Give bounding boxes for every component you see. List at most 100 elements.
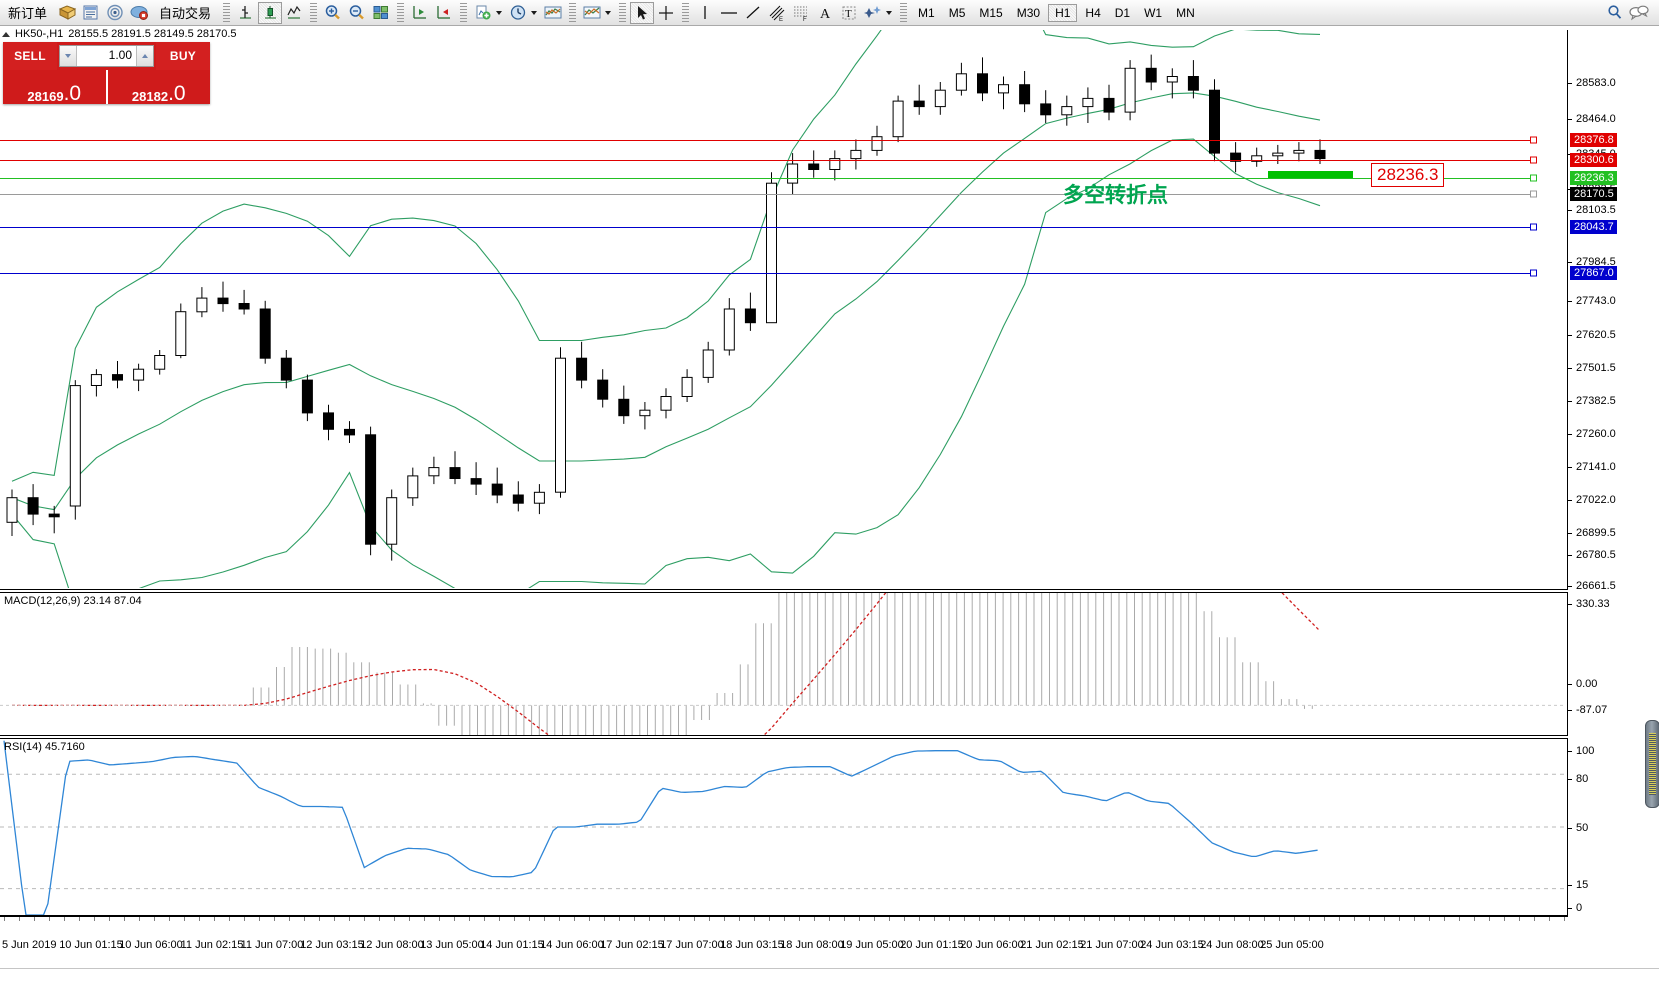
timeframe-group: M1 M5 M15 M30 H1 H4 D1 W1 MN (911, 3, 1202, 22)
price-level-badge[interactable]: 28170.5 (1570, 187, 1617, 201)
period-icon[interactable] (506, 2, 530, 24)
timeframe-m1[interactable]: M1 (918, 5, 935, 20)
axis-tick (1568, 586, 1572, 587)
axis-tick (1568, 210, 1572, 211)
volume-stepper[interactable]: 1.00 (59, 45, 154, 67)
main-toolbar: 新订单 自动交易 (0, 0, 1659, 26)
zoom-in-icon[interactable] (321, 2, 345, 24)
price-level-badge[interactable]: 28376.8 (1570, 133, 1617, 147)
price-level-line[interactable] (0, 273, 1530, 274)
price-axis-label: 27743.0 (1576, 295, 1616, 307)
price-level-line[interactable] (0, 140, 1530, 141)
scrollbar-grip[interactable] (1649, 733, 1656, 795)
rsi-axis-label: 50 (1576, 822, 1589, 834)
time-axis[interactable]: 5 Jun 2019 10 Jun 01:15 10 Jun 06:00 11 Jun… (0, 916, 1568, 954)
time-tick (544, 917, 545, 921)
timeframe-m30[interactable]: M30 (1016, 5, 1041, 20)
timeframe-mn[interactable]: MN (1176, 5, 1195, 20)
price-level-handle[interactable] (1530, 190, 1537, 198)
hline-icon[interactable] (717, 2, 741, 24)
price-level-line[interactable] (0, 227, 1530, 228)
new-chart-dropdown-caret[interactable] (496, 10, 503, 15)
one-click-trading-panel[interactable]: SELL 1.00 BUY 28169 .0 28182 .0 (3, 42, 210, 104)
objects-icon[interactable] (861, 2, 885, 24)
time-tick (1369, 917, 1370, 921)
time-tick (859, 917, 860, 921)
volume-decrease-button[interactable] (60, 46, 77, 66)
templates-dropdown-caret[interactable] (605, 10, 612, 15)
timeframe-h1[interactable]: H1 (1048, 3, 1078, 22)
bar-chart-icon[interactable] (234, 2, 258, 24)
chart-scrollbar[interactable] (1645, 720, 1659, 808)
chat-icon[interactable] (1627, 2, 1651, 24)
price-level-line[interactable] (0, 160, 1530, 161)
expert-advisor-icon[interactable] (55, 2, 79, 24)
buy-button[interactable]: BUY (156, 42, 210, 70)
shift-end-icon[interactable] (408, 2, 432, 24)
time-tick (949, 917, 950, 921)
sell-price-decimal: .0 (63, 82, 82, 106)
price-level-handle[interactable] (1530, 174, 1537, 182)
time-tick (439, 917, 440, 921)
price-level-badge[interactable]: 27867.0 (1570, 266, 1617, 280)
price-level-badge[interactable]: 28043.7 (1570, 220, 1617, 234)
search-icon[interactable] (1603, 2, 1627, 24)
line-chart-icon[interactable] (282, 2, 306, 24)
vline-icon[interactable] (693, 2, 717, 24)
candlestick-chart-icon[interactable] (258, 1, 283, 24)
time-tick (4, 917, 5, 921)
price-level-line[interactable] (0, 194, 1530, 195)
chart-area[interactable]: HK50-,H1 28155.5 28191.5 28149.5 28170.5… (0, 26, 1659, 981)
timeframe-d1[interactable]: D1 (1114, 5, 1131, 20)
price-level-handle[interactable] (1530, 269, 1537, 277)
toolbar-separator (569, 2, 577, 23)
collapse-triangle-icon[interactable] (2, 31, 10, 37)
zoom-out-icon[interactable] (345, 2, 369, 24)
autotrade-button[interactable]: 自动交易 (151, 1, 219, 25)
price-chart-pane[interactable] (0, 30, 1568, 590)
autotrade-icon[interactable] (127, 2, 151, 24)
rsi-pane[interactable]: RSI(14) 45.7160 (0, 738, 1568, 916)
auto-scroll-icon[interactable] (432, 2, 456, 24)
sell-button[interactable]: SELL (3, 42, 57, 70)
data-window-icon[interactable] (79, 2, 103, 24)
volume-increase-button[interactable] (136, 46, 153, 66)
crosshair-icon[interactable] (654, 2, 678, 24)
period-dropdown-caret[interactable] (531, 10, 538, 15)
price-level-handle[interactable] (1530, 136, 1537, 144)
timeframe-m15[interactable]: M15 (979, 5, 1003, 20)
time-tick (1264, 917, 1265, 921)
objects-dropdown-caret[interactable] (886, 10, 893, 15)
price-level-handle[interactable] (1530, 223, 1537, 231)
fibonacci-icon[interactable]: F (789, 2, 813, 24)
text-icon[interactable]: A (813, 2, 837, 24)
buy-price[interactable]: 28182 .0 (108, 70, 211, 104)
time-tick (514, 917, 515, 921)
time-tick (799, 917, 800, 921)
volume-value[interactable]: 1.00 (108, 48, 132, 62)
templates-icon[interactable] (580, 2, 604, 24)
trendline-icon[interactable] (741, 2, 765, 24)
cursor-icon[interactable] (630, 1, 655, 24)
label-icon[interactable]: T (837, 2, 861, 24)
sell-price[interactable]: 28169 .0 (3, 70, 108, 104)
time-tick (754, 917, 755, 921)
equidistant-channel-icon[interactable]: E (765, 2, 789, 24)
price-level-line[interactable] (0, 178, 1530, 179)
timeframe-w1[interactable]: W1 (1144, 5, 1163, 20)
new-order-button[interactable]: 新订单 (0, 1, 55, 25)
timeframe-h4[interactable]: H4 (1085, 5, 1101, 20)
timeframe-m5[interactable]: M5 (948, 5, 966, 20)
axis-tick (1568, 301, 1572, 302)
time-tick (844, 917, 845, 921)
price-level-badge[interactable]: 28236.3 (1570, 171, 1617, 185)
macd-pane[interactable]: MACD(12,26,9) 23.14 87.04 (0, 592, 1568, 736)
price-level-handle[interactable] (1530, 156, 1537, 164)
price-axis[interactable]: 28583.028464.028345.028222.528103.527984… (1568, 30, 1659, 592)
indicators-icon[interactable] (541, 2, 565, 24)
time-tick (1414, 917, 1415, 921)
signals-icon[interactable] (103, 2, 127, 24)
price-level-badge[interactable]: 28300.6 (1570, 153, 1617, 167)
tile-windows-icon[interactable] (369, 2, 393, 24)
new-chart-icon[interactable] (471, 2, 495, 24)
